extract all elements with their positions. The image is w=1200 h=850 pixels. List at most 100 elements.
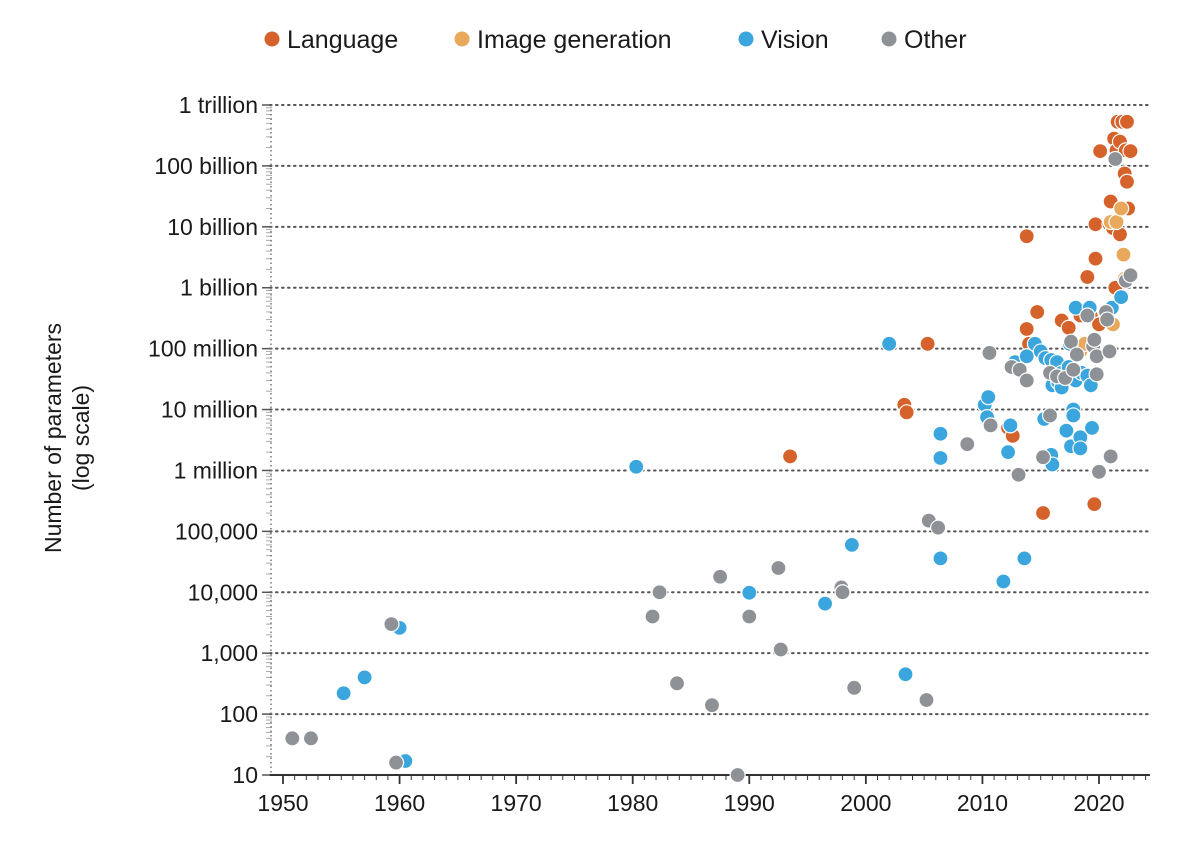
point-language xyxy=(1118,113,1136,130)
point-vision xyxy=(628,458,645,475)
point-vision xyxy=(1113,289,1130,306)
point-vision xyxy=(995,573,1012,590)
point-vision xyxy=(741,584,758,601)
point-other xyxy=(1010,466,1027,483)
point-other xyxy=(1079,307,1096,324)
y-tick-label: 10 xyxy=(232,762,258,788)
y-axis-title-group: Number of parameters (log scale) xyxy=(40,323,94,553)
point-language xyxy=(898,404,915,421)
point-language xyxy=(1018,228,1035,245)
y-tick-label: 100,000 xyxy=(175,518,258,544)
point-other xyxy=(959,436,976,453)
point-language xyxy=(1086,496,1103,513)
point-other xyxy=(1099,311,1116,328)
legend-marker-language xyxy=(264,31,280,47)
point-vision xyxy=(1072,440,1089,457)
point-other xyxy=(834,584,851,601)
point-language xyxy=(1060,319,1077,336)
point-vision xyxy=(843,536,860,553)
series-other xyxy=(284,150,1139,784)
point-vision xyxy=(999,444,1017,461)
legend-label-other: Other xyxy=(904,26,967,54)
y-tick-label: 1 billion xyxy=(180,275,258,301)
y-axis: 10 100 1,000 10,000 100,000 1 million 10 milli… xyxy=(148,92,272,788)
point-language xyxy=(1122,143,1139,160)
legend-label-vision: Vision xyxy=(761,26,829,54)
point-other xyxy=(387,754,405,771)
legend: Language Image generation Vision Other xyxy=(264,26,967,54)
data-points xyxy=(284,113,1139,784)
y-tick-label: 100 xyxy=(220,701,258,727)
legend-label-language: Language xyxy=(287,26,398,54)
point-other xyxy=(703,697,721,714)
point-vision xyxy=(335,685,352,702)
point-other xyxy=(770,559,787,577)
point-vision xyxy=(1058,422,1075,439)
y-tick-label: 10 million xyxy=(161,397,258,423)
legend-marker-other xyxy=(881,31,897,47)
point-vision xyxy=(980,389,997,406)
point-vision xyxy=(1083,419,1101,436)
y-tick-label: 10,000 xyxy=(188,579,258,605)
point-vision xyxy=(816,595,834,612)
point-other xyxy=(981,344,998,362)
legend-item-other: Other xyxy=(881,26,967,54)
x-tick-label: 2010 xyxy=(957,790,1008,816)
point-image-generation xyxy=(1113,200,1130,217)
x-tick-label: 2020 xyxy=(1073,790,1124,816)
point-other xyxy=(1122,267,1139,284)
point-other xyxy=(846,679,863,696)
legend-item-vision: Vision xyxy=(738,26,829,54)
point-language xyxy=(1087,250,1104,267)
x-tick-label: 1950 xyxy=(257,790,308,816)
point-vision xyxy=(932,550,949,567)
point-other xyxy=(729,766,746,784)
legend-marker-vision xyxy=(738,31,754,47)
y-tick-label: 10 billion xyxy=(167,214,258,240)
point-vision xyxy=(1016,550,1033,567)
point-other xyxy=(668,675,686,692)
grid-lines xyxy=(269,104,1151,776)
x-tick-label: 1980 xyxy=(607,790,658,816)
point-other xyxy=(651,584,668,601)
point-language xyxy=(781,448,799,465)
point-image-generation xyxy=(1115,246,1132,263)
x-tick-label: 1990 xyxy=(724,790,775,816)
point-other xyxy=(1090,463,1108,480)
x-tick-label: 2000 xyxy=(840,790,891,816)
point-other xyxy=(383,616,400,633)
point-vision xyxy=(1002,417,1019,434)
point-vision xyxy=(881,335,898,352)
point-other xyxy=(918,691,935,709)
point-language xyxy=(919,335,936,352)
y-tick-label: 100 million xyxy=(148,336,258,362)
point-other xyxy=(1086,331,1103,348)
point-other xyxy=(772,641,789,658)
point-other xyxy=(1101,343,1118,360)
point-other xyxy=(930,519,947,536)
point-vision xyxy=(897,666,914,683)
point-other xyxy=(982,417,999,434)
y-tick-label: 1 trillion xyxy=(179,92,258,118)
x-tick-label: 1970 xyxy=(491,790,542,816)
point-other xyxy=(1107,150,1124,168)
x-tick-label: 1960 xyxy=(374,790,425,816)
point-other xyxy=(284,730,301,747)
point-other xyxy=(644,608,661,625)
point-language xyxy=(1034,504,1052,522)
point-image-generation xyxy=(1108,213,1125,231)
point-vision xyxy=(932,425,949,442)
point-other xyxy=(712,568,729,585)
point-other xyxy=(1041,407,1059,424)
point-other xyxy=(1102,448,1119,465)
x-axis: 1950 1960 1970 1980 1990 2000 2010 2020 xyxy=(257,774,1150,816)
point-language xyxy=(1018,320,1035,338)
legend-item-language: Language xyxy=(264,26,398,54)
y-axis-subtitle: (log scale) xyxy=(68,385,94,491)
legend-marker-image-generation xyxy=(454,31,470,47)
point-other xyxy=(1034,449,1052,466)
point-vision xyxy=(1065,407,1082,424)
point-other xyxy=(302,730,320,747)
point-other xyxy=(1068,346,1085,363)
